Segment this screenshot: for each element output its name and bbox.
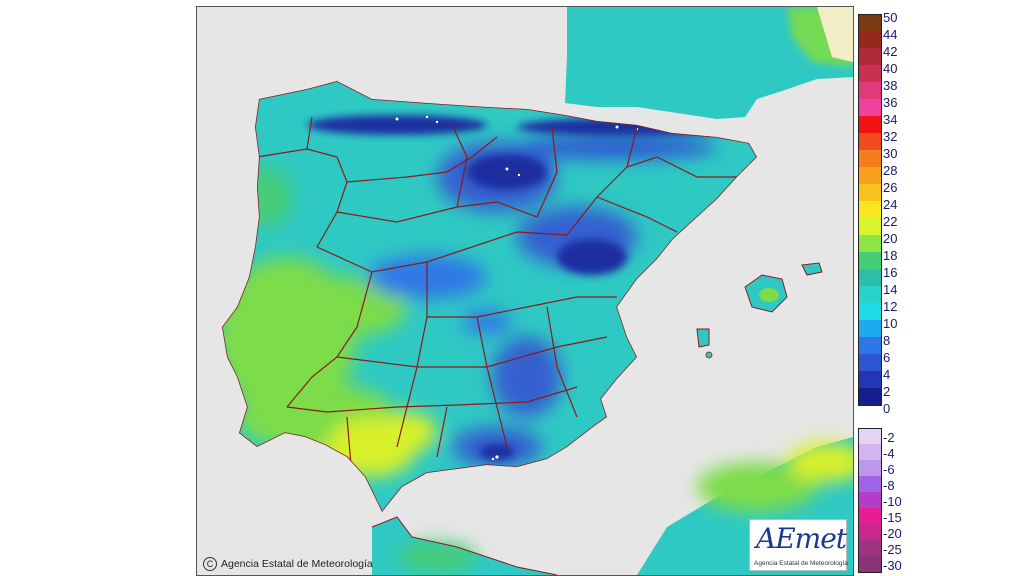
legend-swatch	[858, 371, 882, 388]
legend-label: -15	[883, 510, 902, 525]
legend-swatch	[858, 201, 882, 218]
legend-swatch	[858, 252, 882, 269]
legend-label: 26	[883, 180, 898, 195]
legend-swatch	[858, 320, 882, 337]
legend-label: -20	[883, 526, 902, 541]
legend-swatch	[858, 235, 882, 252]
legend-swatch	[858, 508, 882, 524]
legend-label: 12	[883, 299, 898, 314]
map-canvas	[197, 7, 853, 575]
legend-label: 24	[883, 197, 898, 212]
legend-label: 44	[883, 27, 898, 42]
legend-label: -10	[883, 494, 902, 509]
france-landmass	[565, 7, 853, 119]
copyright-notice: C Agencia Estatal de Meteorología	[203, 557, 373, 571]
legend-swatch	[858, 303, 882, 320]
legend-swatch	[858, 218, 882, 235]
legend-label: -8	[883, 478, 895, 493]
legend-swatch	[858, 428, 882, 445]
legend-swatch	[858, 150, 882, 167]
legend-label: 42	[883, 44, 898, 59]
legend-swatch	[858, 444, 882, 460]
legend-swatch	[858, 337, 882, 354]
legend-label: 2	[883, 384, 891, 399]
legend-label: 16	[883, 265, 898, 280]
legend-swatch	[858, 133, 882, 150]
legend-label: -4	[883, 446, 895, 461]
legend-swatch	[858, 82, 882, 99]
legend-label: 0	[883, 401, 891, 416]
logo-mark: AEmet	[756, 522, 847, 555]
temperature-legend: 50 44 42 40 38 36 34 32 30 28 26 24 22 20 18 16 14 12 10 8 6…	[858, 10, 918, 574]
legend-label: 38	[883, 78, 898, 93]
province-borders	[256, 116, 737, 478]
legend-swatch	[858, 31, 882, 48]
legend-swatch	[858, 354, 882, 371]
legend-swatch	[858, 269, 882, 286]
legend-swatch	[858, 48, 882, 65]
temperature-map: C Agencia Estatal de Meteorología AEmet A…	[196, 6, 854, 576]
legend-swatch	[858, 99, 882, 116]
legend-swatch	[858, 524, 882, 540]
legend-label: 50	[883, 10, 898, 25]
legend-label: -25	[883, 542, 902, 557]
legend-swatch	[858, 65, 882, 82]
logo-subtitle: Agencia Estatal de Meteorología	[754, 560, 848, 567]
legend-swatch	[858, 388, 882, 406]
legend-label: 22	[883, 214, 898, 229]
balearic-islands	[696, 262, 823, 359]
copyright-text: Agencia Estatal de Meteorología	[221, 558, 373, 570]
legend-swatch	[858, 167, 882, 184]
legend-label: 32	[883, 129, 898, 144]
legend-swatch	[858, 476, 882, 492]
legend-label: 6	[883, 350, 891, 365]
legend-label: 20	[883, 231, 898, 246]
legend-swatch	[858, 492, 882, 508]
legend-label: -2	[883, 430, 895, 445]
legend-swatch	[858, 286, 882, 303]
legend-label: 36	[883, 95, 898, 110]
legend-label: 40	[883, 61, 898, 76]
copyright-icon: C	[203, 557, 217, 571]
aemet-logo: AEmet Agencia Estatal de Meteorología	[749, 519, 848, 571]
legend-swatch	[858, 116, 882, 133]
legend-label: -30	[883, 558, 902, 573]
legend-swatch	[858, 14, 882, 32]
legend-label: 30	[883, 146, 898, 161]
legend-swatch	[858, 540, 882, 556]
legend-label: 4	[883, 367, 891, 382]
legend-label: 28	[883, 163, 898, 178]
legend-swatch	[858, 556, 882, 573]
legend-label: 8	[883, 333, 891, 348]
legend-label: -6	[883, 462, 895, 477]
legend-label: 14	[883, 282, 898, 297]
legend-swatch	[858, 460, 882, 476]
legend-swatch	[858, 184, 882, 201]
legend-label: 10	[883, 316, 898, 331]
legend-label: 34	[883, 112, 898, 127]
legend-label: 18	[883, 248, 898, 263]
